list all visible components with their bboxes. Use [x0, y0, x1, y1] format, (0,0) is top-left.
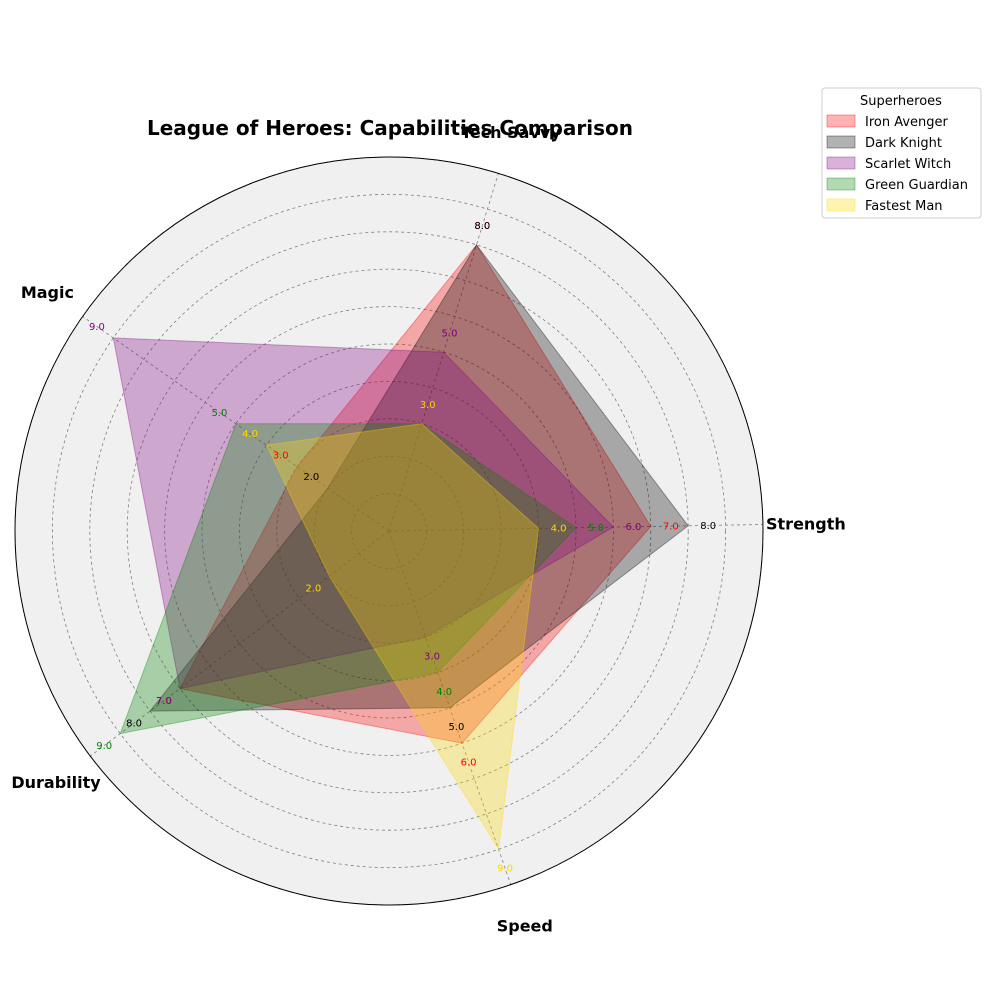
grid-ring: [351, 493, 427, 569]
data-label: 7.0: [663, 522, 679, 533]
data-label: 4.0: [242, 429, 258, 440]
data-label: 4.0: [436, 687, 452, 698]
data-label: 2.0: [305, 584, 321, 595]
data-label: 9.0: [96, 741, 112, 752]
legend-title: Superheroes: [860, 94, 942, 109]
data-label: 5.0: [442, 329, 458, 340]
data-label: 4.0: [551, 524, 567, 535]
grid-ring: [201, 343, 577, 719]
data-label: 7.0: [156, 696, 172, 707]
data-label: 9.0: [497, 864, 513, 875]
data-label: 3.0: [420, 400, 436, 411]
data-labels: 7.08.03.07.06.08.08.02.08.0 5.06.05.09.07…: [89, 221, 716, 875]
axis-label: Durability: [11, 773, 101, 792]
legend-swatch: [826, 135, 856, 149]
grid-spoke: [90, 530, 390, 757]
data-label: 2.0: [303, 472, 319, 483]
legend-item: Scarlet Witch: [865, 157, 951, 172]
series-area: [179, 244, 652, 744]
series-area: [112, 337, 615, 690]
legend-swatch: [826, 114, 856, 128]
axis-label: Magic: [21, 283, 74, 302]
axis-label: Speed: [497, 916, 553, 935]
data-label: 6.0: [461, 758, 477, 769]
legend-swatch: [826, 198, 856, 212]
data-label: 8.0: [474, 221, 490, 232]
data-label: 6.0: [625, 522, 641, 533]
grid-ring: [164, 306, 614, 756]
grid-spoke: [388, 524, 763, 532]
legend-swatch: [826, 156, 856, 170]
grid-ring: [89, 231, 689, 831]
data-label: 5.0: [211, 408, 227, 419]
grid-spoke: [82, 316, 390, 532]
plot-frame: [14, 156, 764, 906]
grid-spoke: [388, 530, 512, 885]
legend-box: [821, 87, 982, 219]
legend-item: Green Guardian: [865, 178, 968, 193]
grid-ring: [276, 418, 502, 644]
data-label: 9.0: [89, 322, 105, 333]
data-label: 8.0: [474, 221, 490, 232]
axis-label: Strength: [766, 515, 846, 534]
series-area: [119, 423, 577, 735]
grid-ring: [126, 268, 652, 794]
axis-labels: Strength Tech Savvy Magic Durability Speed: [11, 123, 845, 935]
data-label: 5.0: [588, 523, 604, 534]
data-label: 3.0: [420, 400, 436, 411]
legend-swatch: [826, 177, 856, 191]
data-label: 5.0: [448, 722, 464, 733]
legend: Superheroes Iron Avenger Dark Knight Scarl…: [821, 87, 982, 219]
data-label: 3.0: [273, 451, 289, 462]
legend-item: Dark Knight: [865, 136, 942, 151]
grid-spoke: [388, 173, 499, 532]
chart-title: League of Heroes: Capabilities Compariso…: [147, 116, 633, 140]
data-label: 8.0: [700, 521, 716, 532]
data-label: 3.0: [424, 652, 440, 663]
series-area: [265, 423, 540, 851]
data-label: 8.0: [126, 719, 142, 730]
grid-ring: [51, 193, 727, 869]
legend-item: Fastest Man: [865, 199, 943, 214]
series-area: [148, 244, 689, 712]
series-areas: [14, 156, 764, 906]
grid-ring: [238, 380, 540, 682]
grid-ring: [313, 455, 465, 607]
data-label: 7.0: [156, 696, 172, 707]
axis-label: Tech Savvy: [461, 123, 561, 142]
legend-item: Iron Avenger: [865, 115, 949, 130]
